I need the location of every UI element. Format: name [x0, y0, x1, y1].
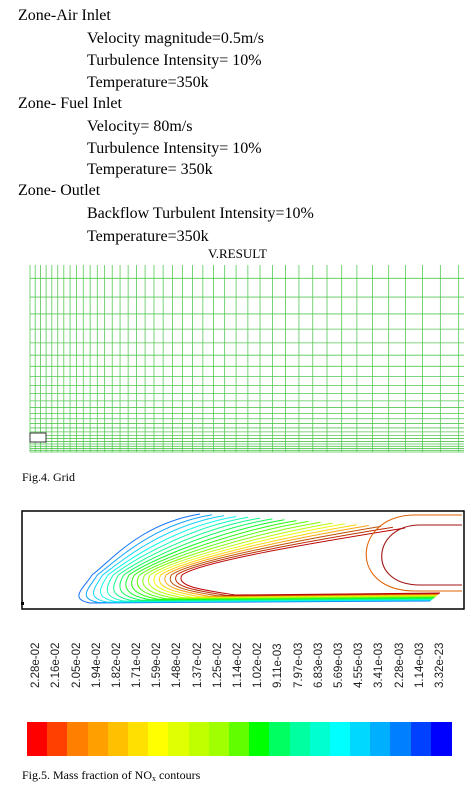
colorbar-cell — [168, 722, 190, 756]
colorbar-label: 3.32e-23 — [433, 642, 446, 688]
colorbar-cell — [430, 722, 452, 756]
contour-line — [119, 518, 434, 601]
colorbar-label: 1.25e-02 — [211, 642, 224, 688]
param-line: Turbulence Intensity= 10% — [87, 52, 262, 69]
contour-line — [153, 523, 438, 598]
colorbar-label: 1.59e-02 — [151, 642, 164, 688]
colorbar-cell — [329, 722, 351, 756]
colorbar-label: 1.14e-03 — [413, 642, 426, 688]
colorbar-label: 2.05e-02 — [70, 642, 83, 688]
colorbar-label: 1.71e-02 — [131, 642, 143, 688]
contour-line — [125, 519, 435, 601]
fig5-caption-suffix: contours — [155, 768, 201, 782]
colorbar-label: 9.11e-03 — [272, 643, 285, 688]
contour-lines — [78, 513, 462, 604]
colorbar-label: 1.37e-02 — [191, 642, 204, 688]
colorbar-cell — [47, 722, 68, 756]
contour-line — [164, 525, 439, 597]
colorbar-cell — [107, 722, 129, 756]
colorbar-label: 5.69e-03 — [333, 642, 345, 688]
colorbar-cell — [228, 722, 250, 756]
contour-line — [100, 516, 432, 603]
zone-fuel-inlet: Zone- Fuel Inlet — [18, 95, 122, 112]
inlet-marker — [21, 602, 24, 605]
colorbar-cell — [249, 722, 270, 756]
contour-line — [158, 524, 438, 598]
colorbar-label: 6.83e-03 — [312, 642, 325, 688]
fig4-caption: Fig.4. Grid — [22, 470, 76, 484]
colorbar-label: 1.94e-02 — [90, 642, 103, 688]
colorbar-label: 1.48e-02 — [171, 642, 184, 688]
contour-line — [85, 514, 431, 604]
fig5-caption-subscript: x — [151, 774, 156, 783]
zone-air-inlet: Zone-Air Inlet — [18, 7, 111, 24]
contour-line — [169, 525, 439, 597]
param-line: Velocity magnitude=0.5m/s — [87, 30, 264, 47]
colorbar-cell — [410, 722, 432, 756]
fuel-inlet-box — [29, 432, 47, 443]
colorbar-cell — [289, 722, 311, 756]
param-line: Temperature=350k — [87, 74, 209, 91]
contour-line — [93, 515, 432, 603]
colorbar-cell — [148, 722, 169, 756]
colorbar-label: 1.02e-02 — [252, 642, 265, 688]
contour-line — [106, 516, 433, 602]
contour-line — [175, 526, 440, 597]
colorbar-label: 2.16e-02 — [50, 642, 63, 688]
nox-contour-figure — [21, 510, 465, 610]
param-line: Temperature= 350k — [87, 161, 213, 178]
colorbar-label: 3.41e-03 — [373, 642, 386, 688]
contour-loop — [365, 514, 462, 592]
fig5-caption-prefix: Fig.5. Mass fraction of NO — [22, 768, 152, 782]
colorbar-label: 4.55e-03 — [353, 642, 366, 688]
param-line: Turbulence Intensity= 10% — [87, 140, 262, 157]
contour-line — [142, 521, 436, 599]
colorbar-cell — [390, 722, 412, 756]
colorbar-cell — [87, 722, 109, 756]
colorbar-cell — [370, 722, 391, 756]
colorbar-label: 2.28e-02 — [30, 642, 43, 688]
zone-outlet: Zone- Outlet — [18, 182, 101, 199]
colorbar-cell — [208, 722, 230, 756]
colorbar-cell — [188, 722, 210, 756]
contour-line — [147, 522, 437, 599]
colorbar-cell — [128, 722, 149, 756]
colorbar-label: 2.28e-03 — [393, 642, 406, 688]
contour-line — [131, 520, 435, 600]
colorbar-cell — [269, 722, 291, 756]
contour-line — [113, 517, 433, 602]
colorbar-cell — [350, 722, 371, 756]
param-line: Backflow Turbulent Intensity=10% — [87, 205, 314, 222]
contour-line — [136, 520, 436, 600]
contour-line — [180, 527, 441, 596]
colorbar-label: 7.97e-03 — [292, 642, 305, 688]
fig5-caption: Fig.5. Mass fraction of NOx contours — [22, 768, 200, 786]
colorbar-cell — [67, 722, 89, 756]
colorbar-label: 1.82e-02 — [110, 642, 123, 688]
mesh-grid-figure — [29, 265, 464, 453]
contour-line — [78, 513, 431, 604]
contour-loop — [381, 524, 462, 586]
colorbar-cell — [309, 722, 331, 756]
param-line: Temperature=350k — [87, 228, 209, 245]
section-title: V.RESULT — [208, 246, 267, 261]
colorbar-label: 1.14e-02 — [232, 642, 244, 688]
colorbar-cell — [27, 722, 48, 756]
param-line: Velocity= 80m/s — [87, 118, 193, 135]
